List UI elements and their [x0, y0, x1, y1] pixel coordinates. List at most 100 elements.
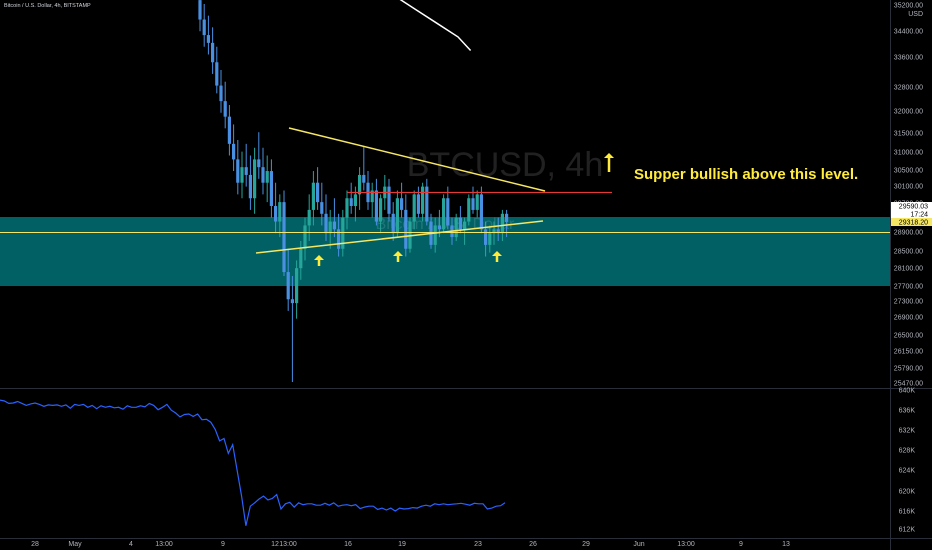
callout-text: Supper bullish above this level.	[634, 166, 858, 183]
price-tick-label: 27700.00	[894, 284, 923, 291]
price-tick-label: 35200.00	[894, 3, 923, 10]
candle-body	[454, 217, 458, 238]
candle-body	[475, 194, 479, 210]
chart-title: Bitcoin / U.S. Dollar, 4h, BITSTAMP	[4, 3, 91, 9]
candle-body	[412, 194, 416, 222]
candle-body	[265, 171, 269, 183]
support-arrow-2-head	[393, 251, 403, 256]
candle-body	[416, 194, 420, 214]
candle-body	[307, 209, 311, 226]
candle-body	[332, 221, 336, 230]
candle-body	[345, 198, 349, 218]
candle-body	[433, 225, 437, 245]
candle-body	[446, 198, 450, 226]
drawings-layer	[0, 127, 890, 254]
breakout-arrow-head	[604, 153, 614, 158]
candle-body	[240, 167, 244, 183]
candle-body	[257, 159, 261, 168]
candles-layer	[198, 0, 509, 382]
price-tick-label: 32800.00	[894, 85, 923, 92]
candle-body	[311, 182, 315, 210]
time-tick-label: 4	[129, 541, 133, 548]
candle-body	[299, 248, 303, 269]
candle-body	[492, 229, 496, 234]
candle-body	[421, 186, 425, 214]
indicator-tick-label: 640K	[899, 388, 916, 395]
upper-trendline	[288, 127, 546, 192]
candle-body	[269, 171, 273, 207]
candle-body	[282, 202, 286, 273]
annotation-arrows	[314, 153, 614, 266]
candle-body	[286, 272, 290, 300]
price-tick-label: 26150.00	[894, 349, 923, 356]
candle-body	[206, 35, 210, 43]
currency-label: USD	[908, 11, 923, 18]
price-axis[interactable]: 35200.00 34400.00 33600.00 32800.00 32000.00…	[894, 3, 923, 388]
candle-body	[387, 186, 391, 214]
indicator-axis[interactable]: 640K 636K 632K 628K 624K 620K 616K 612K	[899, 388, 916, 534]
lower-trendline	[255, 220, 544, 254]
candle-body	[236, 159, 240, 183]
price-marker-label: 29318.20	[899, 220, 928, 227]
time-tick-label: 26	[529, 541, 537, 548]
candle-body	[379, 198, 383, 222]
price-tick-label: 30500.00	[894, 168, 923, 175]
price-tick-label: 28900.00	[894, 230, 923, 237]
price-tick-label: 25790.00	[894, 366, 923, 373]
candle-body	[400, 198, 404, 210]
price-tick-label: 25470.00	[894, 381, 923, 388]
candle-body	[227, 116, 231, 144]
price-tick-label: 34400.00	[894, 29, 923, 36]
candle-body	[358, 174, 362, 195]
candle-body	[198, 0, 202, 20]
time-tick-label: 19	[398, 541, 406, 548]
time-axis[interactable]: 28 May 4 13:00 9 12 13:00 16 19 23 26 29 Jun 13:00 9 13	[31, 541, 790, 548]
price-tick-label: 28100.00	[894, 266, 923, 273]
candle-body	[316, 182, 320, 203]
candle-body	[219, 85, 223, 102]
time-tick-label: 12	[271, 541, 279, 548]
price-tick-label: 26900.00	[894, 315, 923, 322]
candle-body	[496, 229, 500, 234]
candle-body	[303, 225, 307, 249]
indicator-tick-label: 616K	[899, 509, 916, 516]
candle-body	[337, 229, 341, 249]
candle-body	[295, 268, 299, 304]
support-arrow-1-head	[314, 255, 324, 260]
candle-body	[395, 198, 399, 234]
time-tick-label: 29	[582, 541, 590, 548]
moving-average-layer	[399, 0, 472, 52]
moving-average-line	[399, 0, 472, 52]
candle-body	[442, 198, 446, 230]
price-tick-label: 32000.00	[894, 109, 923, 116]
candle-body	[362, 174, 366, 183]
price-marker-label: 17:24	[910, 212, 928, 219]
indicator-tick-label: 636K	[899, 408, 916, 415]
candle-body	[223, 101, 227, 117]
candle-body	[437, 225, 441, 230]
candle-body	[353, 194, 357, 207]
time-tick-label: 28	[31, 541, 39, 548]
candle-body	[370, 190, 374, 203]
candle-body	[261, 167, 265, 183]
price-tick-label: 31500.00	[894, 131, 923, 138]
candle-body	[341, 217, 345, 249]
time-tick-label: 23	[474, 541, 482, 548]
candle-body	[374, 190, 378, 222]
indicator-line	[0, 399, 506, 526]
candle-body	[211, 42, 215, 63]
time-tick-label: 13:00	[677, 541, 695, 548]
candle-body	[500, 213, 504, 234]
price-tick-label: 30100.00	[894, 184, 923, 191]
candle-body	[290, 299, 294, 304]
candle-body	[202, 19, 206, 36]
time-tick-label: 13:00	[155, 541, 173, 548]
candle-body	[479, 194, 483, 230]
indicator-pane	[0, 399, 506, 526]
candle-body	[463, 221, 467, 230]
candle-body	[278, 202, 282, 222]
candle-body	[484, 229, 488, 245]
